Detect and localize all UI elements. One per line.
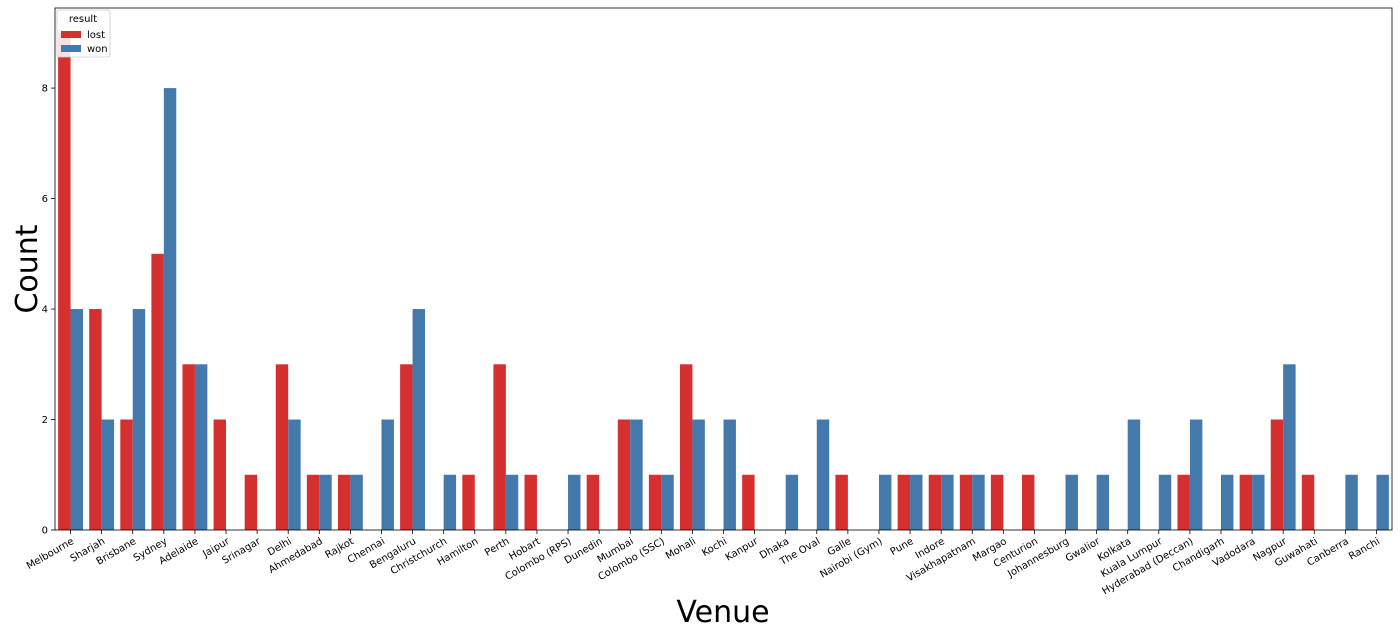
bar-lost — [462, 474, 475, 530]
bar-won — [1283, 364, 1296, 530]
bar-lost — [306, 474, 320, 530]
bar-won — [1376, 474, 1389, 530]
bar-lost — [151, 253, 164, 530]
bar-won — [941, 474, 954, 530]
legend-swatch-won — [61, 45, 81, 52]
bar-lost — [182, 364, 195, 530]
bar-lost — [244, 474, 258, 530]
x-tick-label: Melbourne — [25, 536, 76, 572]
bar-won — [194, 364, 208, 530]
x-axis-title: Venue — [676, 595, 769, 630]
bar-won — [568, 474, 581, 530]
bar-lost — [400, 364, 413, 530]
x-tick-label: Kanpur — [724, 536, 761, 564]
bar-won — [70, 309, 83, 530]
legend-swatch-lost — [61, 31, 81, 38]
bars-group — [58, 32, 1389, 531]
x-tick-label: Gwalior — [1064, 536, 1103, 565]
bar-lost — [1239, 474, 1253, 530]
bar-won — [443, 474, 457, 530]
bar-won — [910, 474, 923, 530]
bar-won — [723, 419, 736, 530]
x-tick-label: Pune — [889, 536, 916, 558]
bar-lost — [1270, 419, 1284, 530]
legend-label-won: won — [87, 44, 108, 55]
bar-won — [972, 474, 985, 530]
y-tick-label: 8 — [42, 84, 48, 95]
bar-won — [878, 474, 892, 530]
y-tick-label: 4 — [42, 305, 48, 316]
y-tick-label: 0 — [42, 526, 48, 537]
bar-won — [692, 419, 705, 530]
bar-lost — [524, 474, 537, 530]
bar-lost — [1177, 474, 1190, 530]
bar-lost — [89, 309, 102, 530]
bar-lost — [120, 419, 133, 530]
bar-lost — [213, 419, 227, 530]
bar-won — [381, 419, 394, 530]
x-tick-label: Ranchi — [1347, 536, 1382, 562]
bar-won — [1345, 474, 1358, 530]
bar-lost — [990, 474, 1004, 530]
bar-won — [816, 419, 830, 530]
bar-won — [163, 88, 177, 530]
bar-lost — [586, 474, 600, 530]
bar-won — [132, 309, 146, 530]
bar-lost — [928, 474, 942, 530]
y-axis: 0 2 4 6 8 — [42, 84, 55, 537]
bar-lost — [617, 419, 631, 530]
x-tick-label: Perth — [483, 536, 511, 559]
legend-title: result — [69, 14, 97, 25]
legend: result lost won — [56, 9, 111, 58]
bar-won — [661, 474, 674, 530]
bar-lost — [493, 364, 506, 530]
bar-lost — [742, 474, 755, 530]
bar-lost — [58, 32, 71, 531]
bar-won — [785, 474, 799, 530]
bar-lost — [1021, 474, 1035, 530]
y-tick-label: 2 — [42, 415, 48, 426]
bar-lost — [1301, 474, 1315, 530]
bar-won — [1096, 474, 1110, 530]
bar-won — [350, 474, 363, 530]
bar-won — [319, 474, 332, 530]
bar-won — [1220, 474, 1234, 530]
bar-won — [1158, 474, 1172, 530]
y-axis-title: Count — [10, 224, 45, 313]
bar-lost — [897, 474, 911, 530]
bar-won — [1189, 419, 1203, 530]
bar-won — [1252, 474, 1265, 530]
plot-frame — [54, 7, 1393, 531]
y-tick-label: 6 — [42, 194, 48, 205]
bar-lost — [648, 474, 662, 530]
bar-lost — [337, 474, 351, 530]
bar-won — [505, 474, 519, 530]
x-tick-label: Mohali — [664, 536, 698, 562]
bar-won — [101, 419, 115, 530]
bar-lost — [959, 474, 973, 530]
legend-label-lost: lost — [87, 30, 105, 41]
bar-lost — [275, 364, 289, 530]
bar-won — [412, 309, 426, 530]
bar-won — [1127, 419, 1141, 530]
bar-won — [288, 419, 301, 530]
bar-won — [1065, 474, 1078, 530]
bar-lost — [835, 474, 848, 530]
bar-lost — [679, 364, 693, 530]
bar-won — [630, 419, 643, 530]
